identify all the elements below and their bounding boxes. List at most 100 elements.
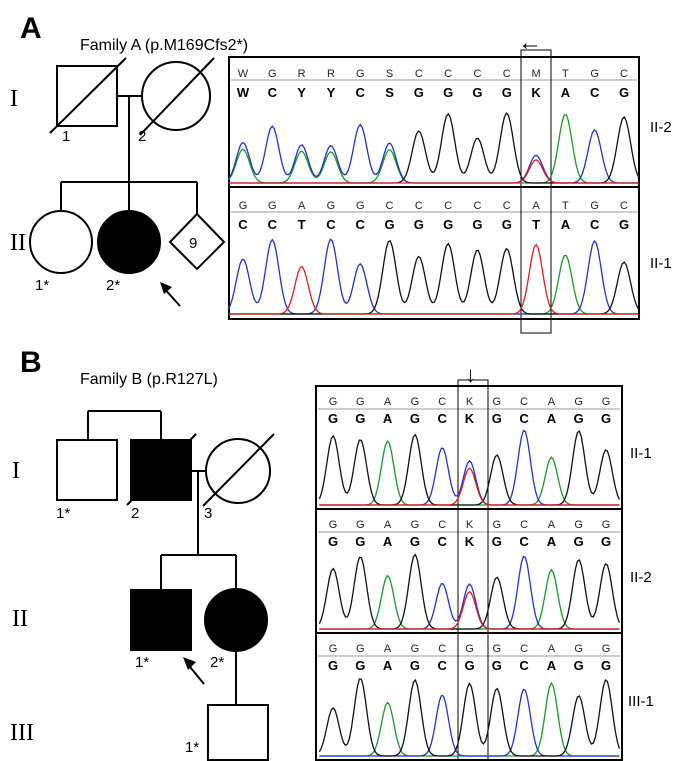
base-call: A — [561, 217, 571, 232]
base-call-top: C — [473, 68, 481, 80]
base-call-top: C — [444, 68, 452, 80]
base-call-top: G — [268, 68, 277, 80]
base-call-top: G — [602, 396, 611, 408]
panel-a-I1-label: 1 — [62, 128, 70, 145]
base-call: G — [574, 411, 584, 426]
base-call: Y — [327, 85, 336, 100]
base-call: G — [619, 85, 629, 100]
panel-a-diamond — [168, 212, 226, 271]
base-call-top: C — [620, 68, 628, 80]
base-call: G — [328, 411, 338, 426]
base-call: K — [465, 534, 475, 549]
base-call: G — [502, 85, 512, 100]
panel-a-trace-1 — [227, 112, 639, 184]
base-call: G — [328, 534, 338, 549]
base-call-top: R — [298, 68, 306, 80]
base-call: G — [355, 658, 365, 673]
base-call: G — [410, 534, 420, 549]
panel-a-arrow: ← — [518, 29, 542, 56]
base-call-top: G — [602, 643, 611, 655]
panel-b-III1-male — [207, 704, 269, 761]
base-call-top: A — [298, 200, 306, 212]
panel-b-trace-label-1: II-1 — [630, 445, 652, 462]
base-call-top: G — [356, 643, 365, 655]
panel-a-trace-2 — [227, 238, 639, 315]
base-call-top: G — [411, 396, 420, 408]
base-call: G — [410, 658, 420, 673]
base-call-top: G — [493, 519, 502, 531]
base-call-top: C — [438, 396, 446, 408]
base-call-top: G — [329, 396, 338, 408]
base-call-top: K — [466, 519, 474, 531]
panel-b-gen-I: I — [12, 458, 20, 484]
panel-b-gen-II: II — [12, 606, 28, 632]
panel-b-gen-III: III — [10, 720, 34, 746]
base-call-top: G — [574, 643, 583, 655]
base-call: C — [356, 217, 366, 232]
base-call-top: W — [238, 68, 249, 80]
base-call: G — [472, 85, 482, 100]
base-call: C — [268, 217, 278, 232]
panel-a-sequence-2: G G A G G C C C C C A T G CC C T C C G G G G G T A C G — [238, 200, 629, 232]
trace-curve-g — [318, 430, 620, 506]
panel-b-trace-2 — [318, 553, 621, 630]
base-call: C — [438, 411, 448, 426]
base-call: K — [531, 85, 541, 100]
base-call-top: G — [239, 200, 248, 212]
trace-curve-t — [228, 159, 639, 184]
panel-b-II2-label: 2* — [210, 654, 224, 671]
base-call-top: G — [602, 519, 611, 531]
base-call-top: G — [411, 643, 420, 655]
base-call-top: A — [384, 396, 392, 408]
panel-b-I2-affected-deceased-male — [126, 433, 197, 506]
base-call: C — [519, 534, 529, 549]
panel-a-sequence-1: W G R R G S C C C C M T G CW C Y Y C S G G G G K A C G — [237, 68, 629, 100]
panel-b-I3-deceased-female — [202, 433, 275, 507]
panel-a-letter: A — [20, 12, 42, 45]
base-call-top: G — [268, 200, 277, 212]
panel-b-sequence-1: G G A G C K G C A G GG G A G C K G C A G G — [328, 396, 611, 426]
panel-a-I1-deceased-male — [49, 57, 127, 134]
base-call-top: A — [384, 519, 392, 531]
panel-b-trace-label-3: III-1 — [628, 693, 654, 710]
base-call: G — [601, 658, 611, 673]
base-call-top: A — [532, 200, 540, 212]
base-call-top: A — [548, 519, 556, 531]
base-call: A — [547, 411, 557, 426]
base-call: W — [237, 85, 250, 100]
base-call: G — [492, 534, 502, 549]
base-call: T — [298, 217, 306, 232]
base-call: G — [464, 658, 474, 673]
base-call: G — [355, 534, 365, 549]
trace-curve-g — [318, 553, 621, 630]
base-call: C — [268, 85, 278, 100]
panel-b-I3-label: 3 — [204, 505, 212, 522]
base-call: C — [438, 534, 448, 549]
base-call-top: C — [520, 396, 528, 408]
base-call: G — [472, 217, 482, 232]
base-call: Y — [297, 85, 306, 100]
base-call-top: C — [620, 200, 628, 212]
base-call: C — [519, 411, 529, 426]
panel-b-II1-label: 1* — [135, 654, 149, 671]
panel-a-II2-affected-female — [97, 210, 161, 274]
base-call-top: G — [411, 519, 420, 531]
base-call: G — [574, 658, 584, 673]
trace-curve-t — [319, 590, 620, 630]
panel-b-II1-affected-male — [130, 589, 192, 651]
panel-b-arrow: ↓ — [465, 362, 476, 387]
base-call-top: G — [356, 396, 365, 408]
panel-b-proband-arrow — [183, 657, 205, 685]
panel-b-trace-1 — [318, 429, 620, 506]
base-call: K — [465, 411, 475, 426]
base-call: C — [326, 217, 336, 232]
panel-a-II2-label: 2* — [106, 277, 120, 294]
base-call-top: R — [327, 68, 335, 80]
panel-b-sequence-2: G G A G C K G C A G GG G A G C K G C A G G — [328, 519, 611, 549]
base-call: G — [414, 217, 424, 232]
panel-a-diamond-count: 9 — [189, 235, 197, 252]
base-call: C — [519, 658, 529, 673]
panel-b-I1-label: 1* — [56, 505, 70, 522]
base-call-top: G — [574, 396, 583, 408]
